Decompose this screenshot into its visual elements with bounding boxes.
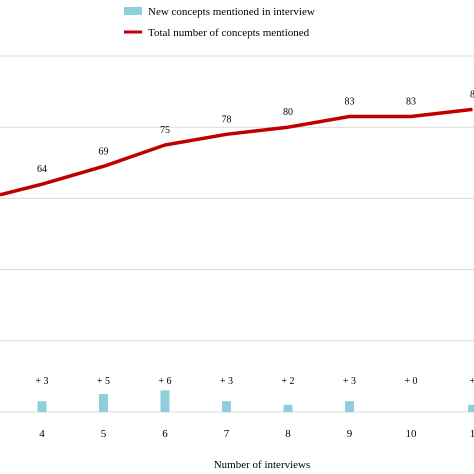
bar-data-label: + 3 (220, 376, 233, 387)
line-data-label: 69 (99, 146, 109, 157)
x-axis-title: Number of interviews (214, 459, 311, 471)
bar-data-label: + (470, 376, 474, 387)
bar (160, 390, 170, 412)
legend-label-new-concepts: New concepts mentioned in interview (148, 6, 315, 18)
x-tick-label: 5 (101, 428, 107, 440)
bar-data-label: + 3 (343, 376, 356, 387)
bar (468, 404, 474, 412)
x-tick-labels: 4 5 6 7 8 9 10 1 (39, 428, 474, 440)
bar (99, 394, 108, 412)
x-tick-label: 10 (406, 428, 418, 440)
line-data-label: 8 (470, 89, 474, 100)
bar (283, 404, 293, 412)
line-data-label: 80 (283, 107, 293, 118)
total-concepts-line (0, 107, 473, 197)
bar-data-label: + 3 (35, 376, 48, 387)
bar-data-labels: + 3 + 5 + 6 + 3 + 2 + 3 + 0 + (35, 376, 474, 387)
bar-series (37, 390, 474, 412)
bar-data-label: + 6 (158, 376, 171, 387)
gridlines (0, 55, 474, 413)
bar (345, 401, 354, 412)
bar (222, 401, 231, 412)
legend-swatch-new-concepts (124, 7, 142, 15)
legend: New concepts mentioned in interview Tota… (124, 6, 315, 39)
x-tick-label: 1 (470, 428, 474, 440)
line-data-label: 83 (406, 97, 416, 108)
x-tick-label: 8 (285, 428, 291, 440)
bar (37, 401, 47, 412)
bar-data-label: + 5 (97, 376, 110, 387)
bar-data-label: + 0 (404, 376, 417, 387)
line-data-labels: 64 69 75 78 80 83 83 8 (37, 89, 474, 175)
x-tick-label: 6 (162, 428, 168, 440)
x-tick-label: 4 (39, 428, 45, 440)
line-data-label: 78 (222, 114, 232, 125)
bar-data-label: + 2 (281, 376, 294, 387)
legend-label-total-concepts: Total number of concepts mentioned (148, 27, 310, 39)
line-series (0, 107, 473, 197)
line-data-label: 64 (37, 164, 47, 175)
line-data-label: 75 (160, 125, 170, 136)
line-data-label: 83 (345, 97, 355, 108)
x-tick-label: 9 (347, 428, 353, 440)
x-tick-label: 7 (224, 428, 230, 440)
